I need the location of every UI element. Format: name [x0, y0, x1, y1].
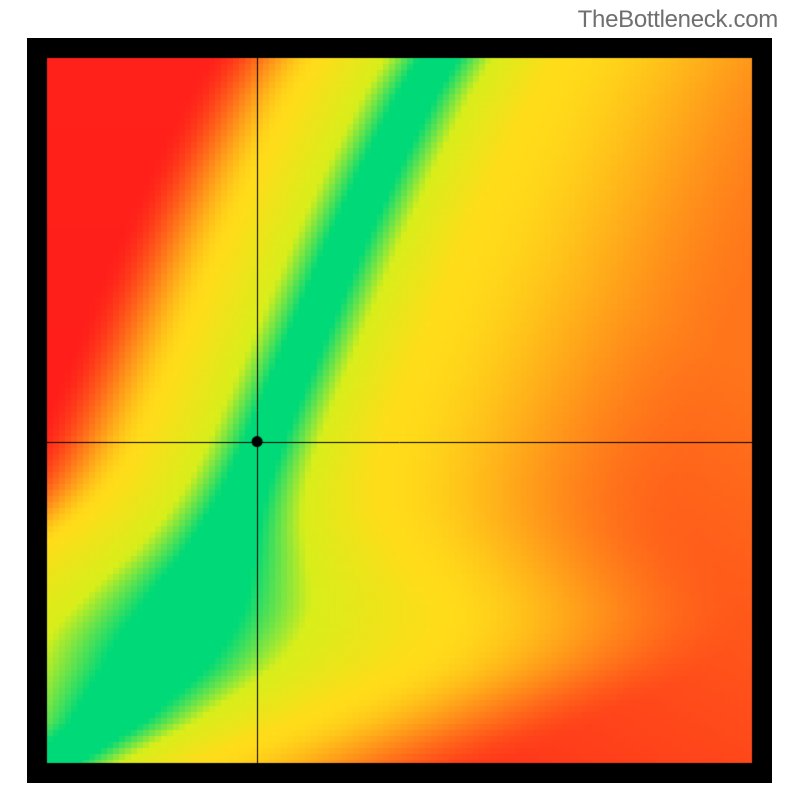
attribution-text: TheBottleneck.com — [578, 6, 778, 34]
heatmap-canvas — [27, 38, 772, 783]
bottleneck-heatmap — [27, 38, 772, 783]
